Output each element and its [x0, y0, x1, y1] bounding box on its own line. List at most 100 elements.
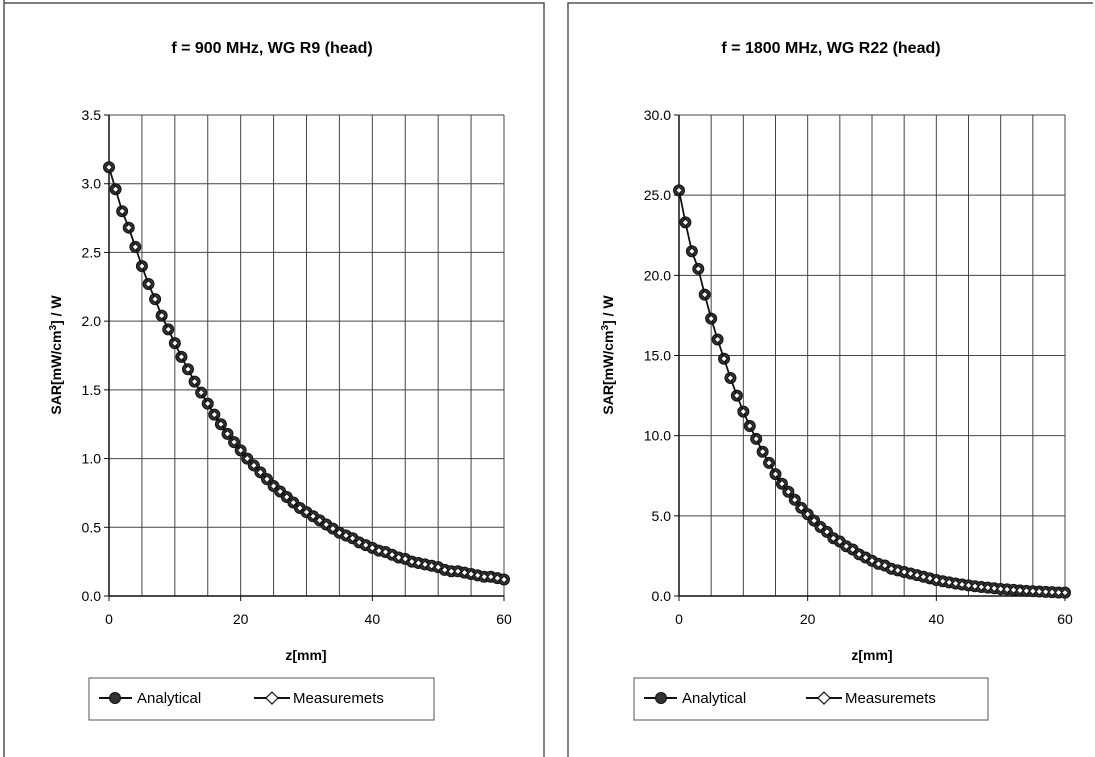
data-point-diamond — [256, 468, 265, 477]
data-point-diamond — [778, 479, 786, 488]
y-tick-label: 3.5 — [82, 107, 102, 123]
data-point-diamond — [861, 553, 870, 562]
data-point-diamond — [394, 553, 403, 562]
data-point-diamond — [990, 584, 999, 593]
data-point-diamond — [964, 581, 973, 590]
data-point-diamond — [289, 498, 298, 507]
data-point-diamond — [1054, 588, 1063, 597]
data-point-diamond — [381, 548, 390, 556]
data-point-diamond — [926, 574, 934, 583]
x-tick-label: 0 — [675, 611, 683, 627]
legend-circle-marker — [109, 692, 121, 704]
data-point-diamond — [848, 545, 857, 554]
data-point-diamond — [407, 557, 416, 566]
y-tick-label: 3.0 — [82, 176, 102, 192]
plot-area-2: 0.0 5.0 10.0 15.0 20.0 25.0 30.0 0 20 40 60 — [644, 107, 1073, 627]
data-point-diamond — [951, 579, 960, 588]
data-point-diamond — [454, 567, 462, 576]
data-point-diamond — [835, 537, 844, 546]
data-point-diamond — [1016, 586, 1024, 595]
data-point-diamond — [460, 568, 469, 577]
data-point-diamond — [296, 504, 304, 512]
x-axis-label: z[mm] — [285, 647, 326, 663]
data-point-diamond — [842, 542, 851, 551]
data-point-diamond — [276, 487, 285, 496]
x-tick-label: 60 — [1057, 611, 1073, 627]
data-point-diamond — [797, 503, 806, 512]
data-point-diamond — [829, 534, 838, 543]
data-point-diamond — [784, 487, 793, 496]
y-tick-label: 0.0 — [652, 588, 672, 604]
legend-diamond-marker — [265, 691, 279, 705]
y-tick-label: 25.0 — [644, 187, 671, 203]
data-point-diamond — [996, 585, 1005, 593]
legend-label: Analytical — [137, 690, 201, 707]
data-point-diamond — [823, 528, 831, 536]
data-point-diamond — [230, 438, 238, 446]
data-point-diamond — [249, 461, 258, 470]
y-tick-label: 2.0 — [82, 313, 102, 329]
data-point-diamond — [694, 265, 703, 273]
data-point-diamond — [906, 569, 915, 578]
data-point-diamond — [361, 541, 370, 549]
data-point-diamond — [913, 571, 921, 579]
y-axis-label: SAR[mW/cm3] / W — [600, 295, 617, 415]
x-tick-label: 20 — [800, 611, 816, 627]
data-point-diamond — [388, 550, 396, 559]
data-point-diamond — [1028, 587, 1037, 596]
data-point-diamond — [752, 435, 761, 443]
data-point-diamond — [803, 510, 812, 519]
x-tick-label: 60 — [496, 611, 512, 627]
data-point-diamond — [726, 374, 735, 382]
data-point-diamond — [124, 223, 133, 232]
data-point-diamond — [765, 459, 773, 467]
data-point-diamond — [480, 572, 489, 581]
legend-1: Analytical Measuremets — [88, 677, 435, 721]
y-tick-label: 10.0 — [644, 428, 671, 444]
data-point-diamond — [790, 495, 799, 504]
data-point-diamond — [328, 524, 337, 533]
data-point-diamond — [203, 399, 212, 408]
chart-title: f = 1800 MHz, WG R22 (head) — [721, 40, 940, 57]
data-point-diamond — [816, 523, 825, 531]
y-tick-label: 1.5 — [82, 382, 102, 398]
data-point-diamond — [938, 577, 947, 586]
legend-item-measurements: Measuremets — [806, 690, 936, 707]
data-point-diamond — [1041, 587, 1050, 596]
data-point-diamond — [720, 354, 728, 363]
data-point-diamond — [1022, 587, 1031, 595]
data-point-diamond — [144, 280, 153, 288]
data-point-diamond — [958, 580, 966, 589]
data-point-diamond — [771, 470, 780, 478]
data-point-diamond — [440, 566, 449, 574]
data-point-diamond — [309, 512, 317, 521]
chart-panel-2: f = 1800 MHz, WG R22 (head) z[mm] SAR[mW… — [567, 2, 1093, 757]
data-point-diamond — [190, 377, 199, 386]
y-tick-label: 30.0 — [644, 107, 671, 123]
y-tick-label: 0.5 — [82, 519, 102, 535]
legend-label: Measuremets — [293, 690, 384, 707]
x-tick-label: 40 — [929, 611, 945, 627]
data-point-diamond — [868, 556, 876, 565]
data-point-diamond — [217, 420, 225, 429]
data-point-diamond — [493, 574, 502, 582]
data-point-diamond — [1035, 587, 1044, 596]
data-point-diamond — [434, 563, 443, 571]
x-tick-label: 20 — [233, 611, 249, 627]
data-point-diamond — [177, 353, 186, 361]
legend-item-analytical: Analytical — [644, 690, 746, 707]
data-point-diamond — [401, 555, 410, 563]
data-point-diamond — [375, 546, 383, 555]
y-tick-label: 2.5 — [82, 244, 102, 260]
y-tick-label: 20.0 — [644, 267, 671, 283]
data-point-diamond — [447, 567, 456, 576]
data-point-diamond — [184, 365, 192, 374]
data-point-diamond — [855, 550, 863, 559]
legend-label: Analytical — [682, 690, 746, 707]
y-tick-label: 5.0 — [652, 508, 672, 524]
data-point-diamond — [131, 243, 140, 251]
data-point-diamond — [688, 247, 696, 256]
data-point-diamond — [881, 561, 889, 570]
series-measuremets — [675, 186, 1069, 597]
data-point-diamond — [335, 528, 344, 537]
